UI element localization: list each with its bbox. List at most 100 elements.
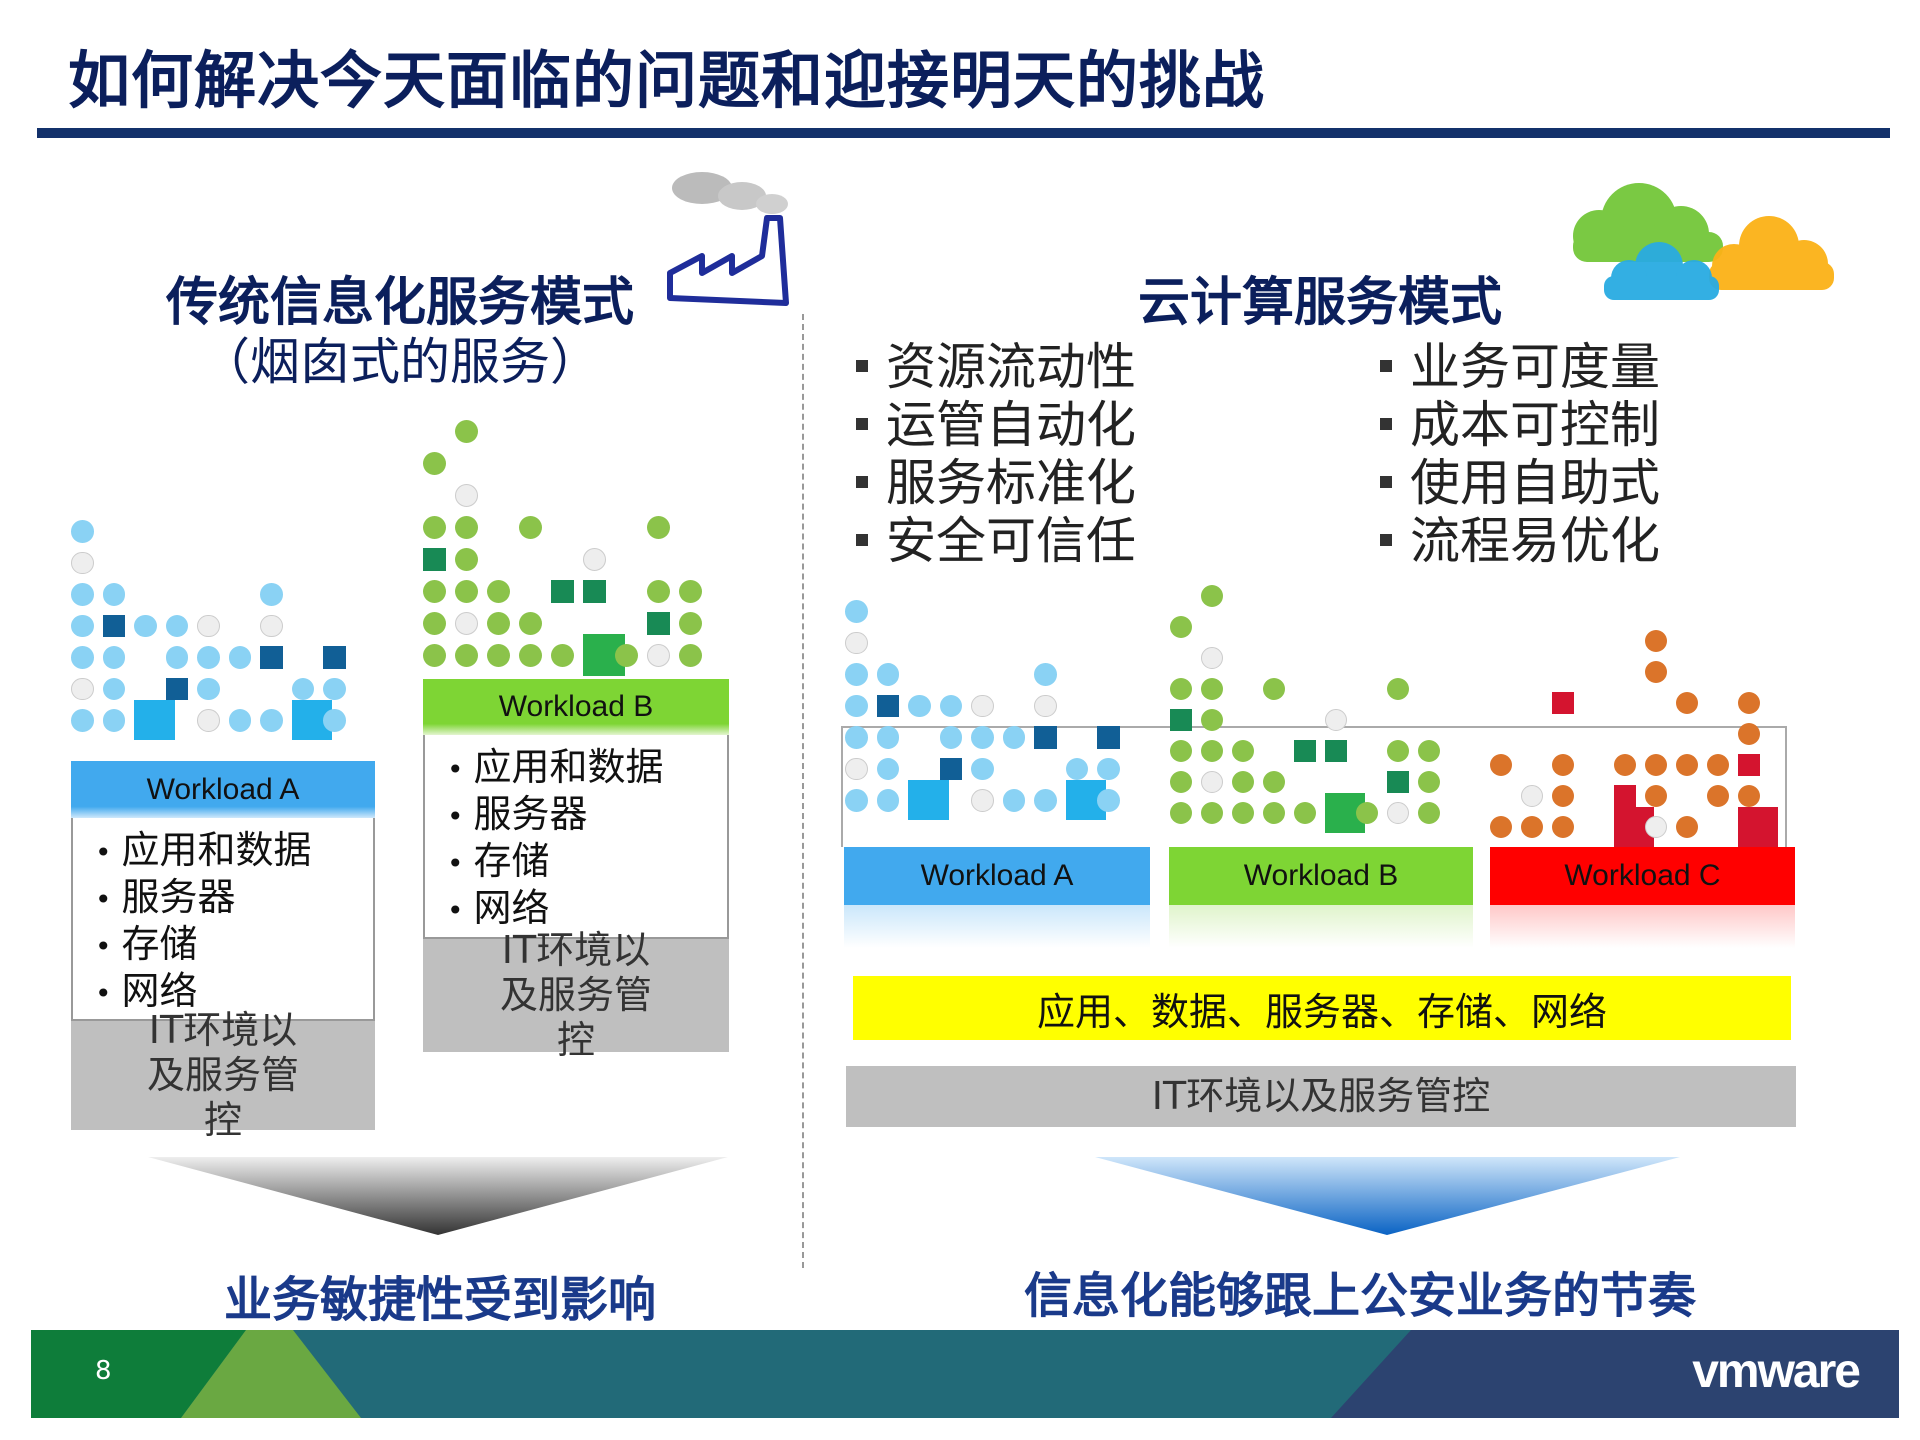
resource-dot [845, 663, 868, 686]
clouds-icon [1573, 183, 1834, 300]
resource-square [1552, 692, 1575, 715]
reflection [1490, 905, 1795, 948]
resource-dot [1707, 785, 1730, 808]
resource-dot [71, 709, 94, 732]
resource-dot [71, 583, 94, 606]
resource-dot [228, 646, 252, 669]
resource-dot [1645, 630, 1668, 653]
resource-dot [1170, 802, 1193, 825]
resource-dot [519, 516, 543, 540]
resource-dot [260, 583, 283, 606]
component-item: 网络 [447, 886, 727, 933]
resource-square [1097, 726, 1120, 749]
resource-dot [1232, 740, 1255, 763]
resource-square [647, 612, 671, 636]
resource-dot [423, 644, 447, 668]
resource-dot [1201, 802, 1224, 825]
left-conclusion: 业务敏捷性受到影响 [223, 1272, 656, 1328]
resource-dot [876, 726, 900, 749]
resource-dot [1645, 661, 1668, 684]
left-workload-a-stack: Workload A 应用和数据 服务器 存储 网络 IT环境以及服务管控 [71, 761, 375, 1142]
resource-square [423, 548, 447, 572]
resource-dot [647, 644, 671, 668]
title-rule [37, 128, 1890, 138]
resource-dot [323, 709, 346, 732]
resource-block [908, 779, 949, 821]
resource-dot [1418, 740, 1441, 763]
resource-dot [845, 757, 868, 781]
resource-dot [1097, 757, 1120, 781]
shared-resource-layer: 应用、数据、服务器、存储、网络 [853, 976, 1791, 1040]
benefit-item: 安全可信任 [852, 512, 1136, 570]
resource-dot [845, 600, 868, 623]
cloud-workload-a-header: Workload A [844, 847, 1150, 905]
resource-dot [1738, 785, 1761, 808]
resource-dot [1232, 771, 1255, 794]
resource-dot [455, 516, 479, 540]
resource-dot [876, 757, 900, 781]
cloud-workload-c: Workload C [1490, 847, 1795, 948]
resource-dot [1676, 816, 1699, 839]
resource-dot [845, 631, 868, 655]
slide-title: 如何解决今天面临的问题和迎接明天的挑战 [68, 44, 1266, 117]
resource-dot [455, 484, 479, 508]
resource-dot [1232, 802, 1255, 825]
resource-dot [647, 516, 671, 540]
resource-dot [845, 726, 868, 749]
resource-dot [551, 644, 575, 668]
resource-dot [455, 420, 479, 444]
resource-dot [1387, 678, 1410, 701]
benefit-item: 运管自动化 [852, 396, 1136, 454]
resource-square [1614, 785, 1637, 808]
resource-dot [1418, 802, 1441, 825]
shared-pool-outline [841, 726, 1787, 847]
resource-dot [519, 612, 543, 636]
resource-dot [971, 694, 994, 718]
benefits-list-right: 业务可度量 成本可控制 使用自助式 流程易优化 [1376, 338, 1660, 570]
resource-dot [1294, 802, 1317, 825]
resource-dot [971, 757, 994, 781]
resource-dot [845, 694, 868, 718]
resource-dot [1201, 709, 1224, 732]
resource-dot [1201, 771, 1224, 794]
resource-square [1170, 709, 1193, 732]
resource-dot [197, 677, 220, 701]
resource-dot [71, 551, 94, 575]
resource-dot [165, 614, 189, 638]
resource-square [323, 646, 346, 669]
resource-dot [1201, 647, 1224, 670]
page-number: 8 [95, 1356, 112, 1386]
resource-dot [197, 646, 220, 669]
cloud-workload-c-dots [1490, 630, 1790, 847]
cloud-workload-b-header: Workload B [1169, 847, 1473, 905]
resource-dot [1325, 709, 1348, 732]
resource-block [1738, 806, 1779, 847]
cloud-workload-b: Workload B [1169, 847, 1473, 948]
resource-square [939, 757, 963, 781]
resource-dot [423, 452, 447, 476]
resource-dot [1201, 740, 1224, 763]
resource-dot [615, 644, 639, 668]
resource-square [1738, 754, 1761, 777]
resource-dot [1263, 678, 1286, 701]
resource-dot [134, 614, 157, 638]
resource-square [1325, 740, 1348, 763]
resource-dot [1738, 692, 1761, 715]
resource-dot [1645, 785, 1668, 808]
resource-dot [1263, 802, 1286, 825]
resource-dot [1170, 616, 1193, 639]
resource-square [165, 677, 189, 701]
left-workload-b-stack: Workload B 应用和数据 服务器 存储 网络 IT环境以及服务管控 [423, 679, 729, 1062]
resource-dot [487, 580, 511, 604]
resource-dot [455, 644, 479, 668]
resource-square [260, 646, 283, 669]
left-heading: 传统信息化服务模式 [165, 273, 634, 333]
resource-dot [908, 694, 931, 718]
resource-dot [1387, 740, 1410, 763]
resource-dot [845, 789, 868, 812]
resource-dot [1490, 816, 1513, 839]
cloud-workload-a-dots [845, 600, 1145, 825]
resource-square [102, 614, 126, 638]
workload-b-it-environment: IT环境以及服务管控 [423, 928, 729, 1062]
workload-b-header: Workload B [423, 679, 729, 735]
